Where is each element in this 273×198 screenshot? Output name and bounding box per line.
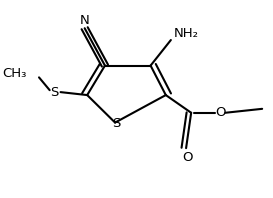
Text: S: S bbox=[50, 86, 58, 99]
Text: N: N bbox=[80, 14, 90, 27]
Text: O: O bbox=[215, 106, 225, 119]
Text: NH₂: NH₂ bbox=[173, 27, 198, 40]
Text: S: S bbox=[112, 117, 121, 130]
Text: O: O bbox=[182, 150, 193, 164]
Text: CH₃: CH₃ bbox=[2, 67, 26, 80]
